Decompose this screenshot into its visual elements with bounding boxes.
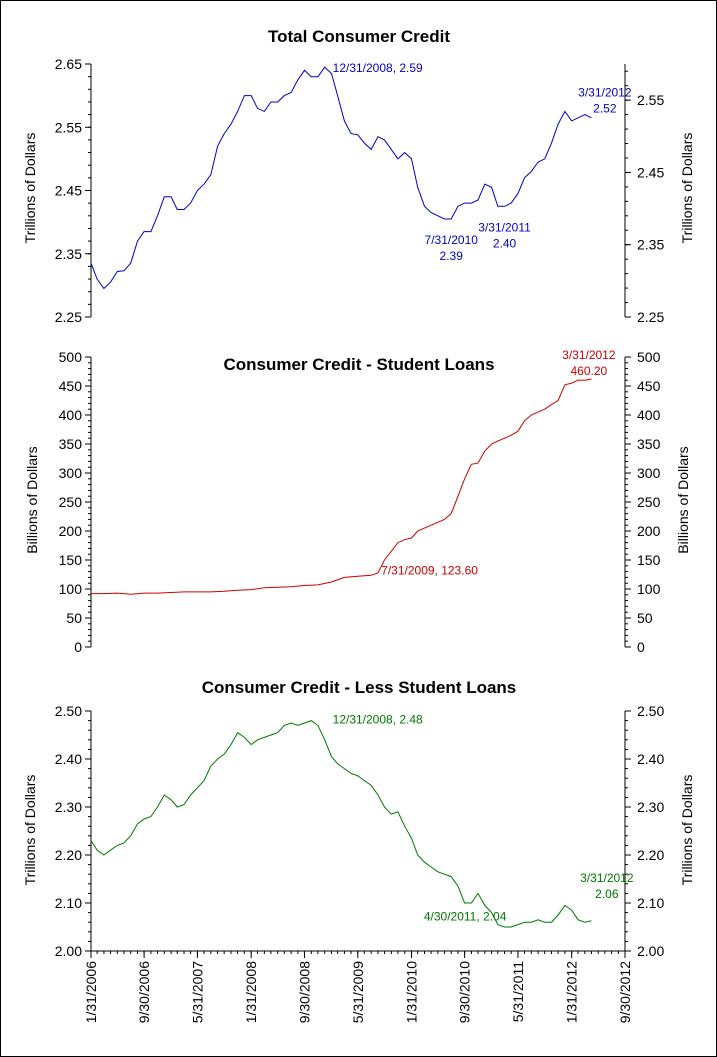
- y-tick-label-left: 0: [74, 639, 82, 655]
- data-annotation: 460.20: [570, 364, 607, 378]
- y-tick-label-left: 150: [59, 552, 83, 568]
- y-tick-label-left: 2.30: [55, 799, 82, 815]
- y-axis-label: Trillions of Dollars: [22, 775, 38, 886]
- y-tick-label-right: 2.25: [637, 309, 664, 325]
- y-tick-label-left: 450: [59, 378, 83, 394]
- y-axis-label-right: Billions of Dollars: [675, 446, 691, 553]
- data-annotation: 2.39: [440, 249, 464, 263]
- y-tick-label-right: 200: [637, 523, 661, 539]
- x-axis: 1/31/2006 9/30/2006 5/31/2007 1/31/2008 9/30…: [83, 950, 633, 1023]
- data-annotation: 3/31/2012: [562, 348, 616, 362]
- x-tick-label: 5/31/2007: [189, 961, 205, 1023]
- x-tick-label: 5/31/2009: [350, 961, 366, 1023]
- data-annotation: 2.52: [593, 102, 617, 116]
- data-annotation: 12/31/2008, 2.48: [333, 713, 423, 727]
- data-annotation: 2.06: [595, 887, 619, 901]
- y-axis-label: Billions of Dollars: [24, 446, 40, 553]
- data-annotation: 4/30/2011, 2.04: [424, 909, 507, 923]
- x-tick-label: 1/31/2008: [243, 961, 259, 1023]
- data-annotation: 7/31/2009, 123.60: [381, 563, 478, 577]
- x-tick-label: 9/30/2008: [297, 961, 313, 1023]
- chart-title: Consumer Credit - Less Student Loans: [202, 678, 517, 697]
- y-axis-right-label: Trillions of Dollars: [679, 775, 695, 886]
- plot-area: 12/31/2008, 2.59 7/31/2010 2.39 3/31/2011 2.…: [90, 61, 632, 290]
- data-annotation: 3/31/2012: [578, 86, 632, 100]
- y-axis-left-label: Trillions of Dollars: [22, 133, 38, 244]
- data-annotation: 12/31/2008, 2.59: [333, 61, 423, 75]
- plot-area: 7/31/2009, 123.60 3/31/2012 460.20: [91, 348, 616, 595]
- y-tick-label-right: 300: [637, 465, 661, 481]
- y-axis-right-label: Billions of Dollars: [675, 446, 691, 553]
- y-tick-label-right: 2.55: [637, 92, 664, 108]
- y-tick-label-right: 2.50: [637, 703, 664, 719]
- data-annotation: 3/31/2011: [478, 220, 531, 234]
- y-tick-label-right: 500: [637, 349, 661, 365]
- y-tick-label-right: 400: [637, 407, 661, 423]
- y-tick-label-right: 2.10: [637, 895, 664, 911]
- y-axis-label: Trillions of Dollars: [22, 133, 38, 244]
- y-tick-label-left: 2.55: [55, 119, 82, 135]
- axes: 2.50 2.40 2.30 2.20 2.10 2.00 2.50 2.40 2.30 2.20…: [55, 703, 665, 959]
- y-tick-label-right: 250: [637, 494, 661, 510]
- y-tick-label-right: 450: [637, 378, 661, 394]
- y-axis-right-label: Trillions of Dollars: [679, 133, 695, 244]
- y-tick-label-right: 150: [637, 552, 661, 568]
- y-tick-label-left: 250: [59, 494, 83, 510]
- series-line: [91, 378, 592, 595]
- panel-less-student-loans: Consumer Credit - Less Student Loans Tri…: [22, 678, 695, 959]
- x-tick-label: 1/31/2010: [404, 961, 420, 1023]
- y-tick-label-left: 350: [59, 436, 83, 452]
- y-tick-label-left: 2.10: [55, 895, 82, 911]
- y-tick-label-right: 2.35: [637, 237, 664, 253]
- axes: 2.65 2.55 2.45 2.35 2.25 2.55 2.45 2.35 2.25: [55, 56, 665, 325]
- panel-total-consumer-credit: Total Consumer Credit Trillions of Dolla…: [22, 27, 695, 325]
- y-tick-label-left: 2.35: [55, 246, 82, 262]
- plot-area: 12/31/2008, 2.48 4/30/2011, 2.04 3/31/2012…: [90, 713, 634, 928]
- x-tick-label: 5/31/2011: [510, 961, 526, 1022]
- y-tick-label-right: 2.00: [637, 943, 664, 959]
- data-annotation: 2.40: [493, 236, 517, 250]
- y-axis-label-right: Trillions of Dollars: [679, 775, 695, 886]
- series-line: [90, 66, 592, 290]
- x-tick-label: 9/30/2012: [617, 961, 633, 1023]
- y-tick-label-right: 350: [637, 436, 661, 452]
- chart-title: Total Consumer Credit: [268, 27, 450, 46]
- data-annotation: 7/31/2010: [425, 233, 479, 247]
- y-tick-label-right: 2.30: [637, 799, 664, 815]
- y-tick-label-left: 2.20: [55, 847, 82, 863]
- x-tick-label: 1/31/2006: [83, 961, 99, 1023]
- x-tick-label: 9/30/2010: [457, 961, 473, 1023]
- y-tick-label-right: 2.20: [637, 847, 664, 863]
- y-tick-label-left: 50: [66, 610, 82, 626]
- y-tick-label-left: 100: [59, 581, 83, 597]
- y-axis-label-right: Trillions of Dollars: [679, 133, 695, 244]
- panel-student-loans: Consumer Credit - Student Loans Billions…: [24, 348, 691, 655]
- y-tick-label-right: 100: [637, 581, 661, 597]
- y-tick-label-left: 2.45: [55, 183, 82, 199]
- y-tick-label-right: 50: [637, 610, 653, 626]
- y-tick-label-left: 2.50: [55, 703, 82, 719]
- y-tick-label-left: 500: [59, 349, 83, 365]
- y-tick-label-left: 300: [59, 465, 83, 481]
- y-tick-label-left: 400: [59, 407, 83, 423]
- y-tick-label-left: 2.40: [55, 751, 82, 767]
- y-axis-left-label: Billions of Dollars: [24, 446, 40, 553]
- chart-title: Consumer Credit - Student Loans: [223, 355, 494, 374]
- series-line: [90, 720, 592, 928]
- x-tick-label: 1/31/2012: [564, 961, 580, 1023]
- y-tick-label-left: 2.00: [55, 943, 82, 959]
- y-tick-label-right: 2.40: [637, 751, 664, 767]
- y-tick-label-left: 200: [59, 523, 83, 539]
- y-tick-label-right: 2.45: [637, 164, 664, 180]
- x-tick-label: 9/30/2006: [136, 961, 152, 1023]
- y-tick-label-left: 2.65: [55, 56, 82, 72]
- y-tick-label-left: 2.25: [55, 309, 82, 325]
- y-tick-label-right: 0: [637, 639, 645, 655]
- axes: 5004504003503002502001501005005004504003…: [59, 349, 661, 655]
- data-annotation: 3/31/2012: [580, 871, 634, 885]
- y-axis-left-label: Trillions of Dollars: [22, 775, 38, 886]
